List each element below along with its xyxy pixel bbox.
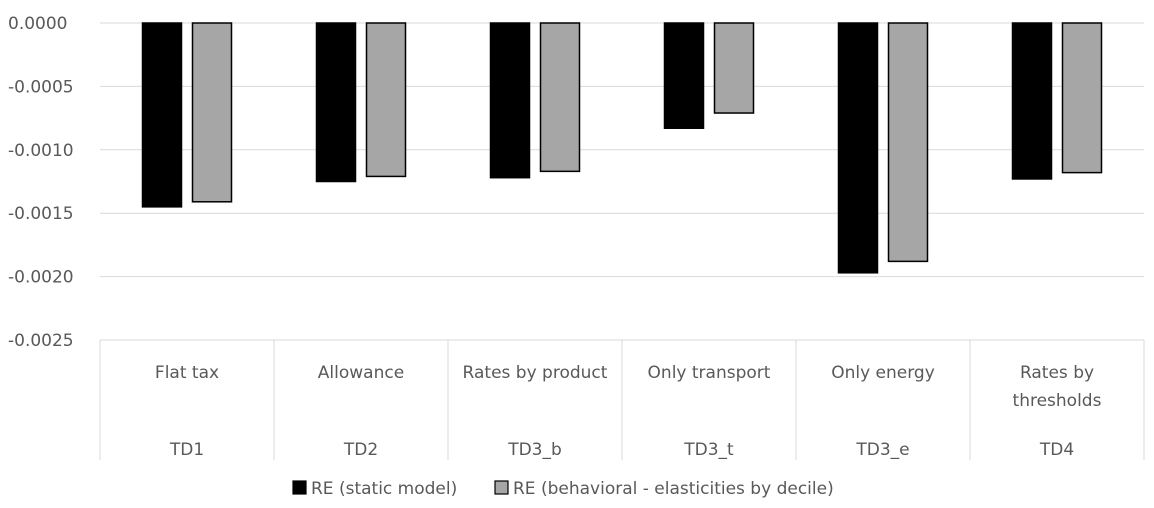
category-name-label: thresholds [1013,391,1102,411]
legend-label: RE (static model) [311,479,457,499]
legend: RE (static model) RE (behavioral - elasti… [292,479,834,499]
category-name-label: Only energy [831,363,935,383]
bar-TD3_b-series-2 [539,22,581,173]
legend-label: RE (behavioral - elasticities by decile) [513,479,834,499]
y-tick-label: -0.0005 [8,77,74,97]
legend-swatch [292,480,307,495]
bar-TD4-series-1 [1011,22,1053,180]
y-tick-label: -0.0010 [8,141,74,161]
legend-swatch [494,480,509,495]
category-code-label: TD3_t [683,440,734,460]
x-axis [99,340,1145,460]
bar-TD2-series-2 [365,22,407,178]
bar-TD3_e-series-2 [887,22,929,263]
bar-TD3_b-series-1 [489,22,531,179]
y-tick-label: -0.0020 [8,268,74,288]
y-tick-label: -0.0025 [8,331,74,351]
bar-TD4-series-2 [1061,22,1103,174]
category-code-label: TD1 [169,440,204,460]
category-labels: Flat tax TD1 Allowance TD2 Rates by product T… [155,363,1102,460]
category-name-label: Only transport [648,363,771,383]
bar-TD2-series-1 [315,22,357,183]
y-axis-ticks: 0.0000 -0.0005 -0.0010 -0.0015 -0.0020 -0.002… [8,14,74,351]
bars [141,22,1103,274]
category-name-label: Rates by product [463,363,608,383]
category-code-label: TD4 [1039,440,1074,460]
bar-TD1-series-2 [191,22,233,203]
category-code-label: TD2 [343,440,378,460]
bar-TD3_e-series-1 [837,22,879,274]
y-tick-label: -0.0015 [8,204,74,224]
bar-TD3_t-series-2 [713,22,755,114]
category-name-label: Flat tax [155,363,219,383]
y-tick-label: 0.0000 [8,14,67,34]
category-code-label: TD3_b [507,440,562,460]
gridlines [100,22,1144,341]
category-name-label: Rates by [1020,363,1094,383]
bar-TD1-series-1 [141,22,183,208]
category-name-label: Allowance [318,363,404,383]
bar-TD3_t-series-1 [663,22,705,129]
category-code-label: TD3_e [855,440,909,460]
